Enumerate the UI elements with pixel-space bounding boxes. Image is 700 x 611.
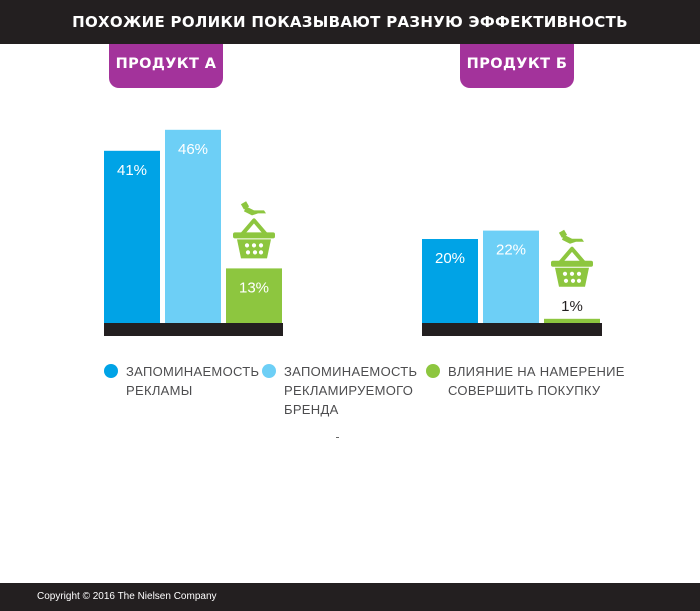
shopping-basket-icon [233,201,275,259]
shopping-basket-icon [551,229,593,287]
legend-item-ad-recall: ЗАПОМИНАЕМОСТЬ РЕКЛАМЫ [104,362,264,412]
bar-a-brand-recall [165,129,221,323]
legend-label-ad-recall: ЗАПОМИНАЕМОСТЬ РЕКЛАМЫ [126,364,260,398]
baseline-b [422,323,602,336]
legend-dot-brand-recall [262,364,276,378]
data-label-b-brand-recall: 22% [496,242,526,259]
bar-b-ad-recall [422,239,478,323]
bar-b-brand-recall [483,230,539,323]
bar-a-ad-recall [104,150,160,323]
copyright-text: Copyright © 2016 The Nielsen Company [37,591,217,602]
tab-product-b: ПРОДУКТ Б [460,44,574,88]
legend-dot-purchase-intent [426,364,440,378]
bar-a-purchase-intent [226,268,282,323]
bar-chart: 41% 46% 13% 20% 22% 1% [104,129,602,336]
data-label-b-ad-recall: 20% [435,250,465,267]
divider-mark [336,437,339,438]
legend-label-brand-recall: ЗАПОМИНАЕМОСТЬ РЕКЛАМИРУЕМОГО БРЕНДА [284,364,418,417]
chart-group-product-b: 20% 22% 1% [422,229,602,336]
data-label-a-brand-recall: 46% [178,141,208,158]
tab-product-a: ПРОДУКТ А [109,44,223,88]
data-label-a-purchase-intent: 13% [239,279,269,296]
legend-item-brand-recall: ЗАПОМИНАЕМОСТЬ РЕКЛАМИРУЕМОГО БРЕНДА [262,362,422,422]
data-label-b-purchase-intent: 1% [561,298,583,315]
legend-item-purchase-intent: ВЛИЯНИЕ НА НАМЕРЕНИЕ СОВЕРШИТЬ ПОКУПКУ [426,362,626,412]
bar-b-purchase-intent [544,318,600,323]
legend-label-purchase-intent: ВЛИЯНИЕ НА НАМЕРЕНИЕ СОВЕРШИТЬ ПОКУПКУ [448,364,625,398]
page-title: ПОХОЖИЕ РОЛИКИ ПОКАЗЫВАЮТ РАЗНУЮ ЭФФЕКТИ… [0,0,700,44]
chart-group-product-a: 41% 46% 13% [104,129,283,336]
footer: Copyright © 2016 The Nielsen Company [0,583,700,611]
data-label-a-ad-recall: 41% [117,162,147,179]
legend-dot-ad-recall [104,364,118,378]
baseline-a [104,323,283,336]
